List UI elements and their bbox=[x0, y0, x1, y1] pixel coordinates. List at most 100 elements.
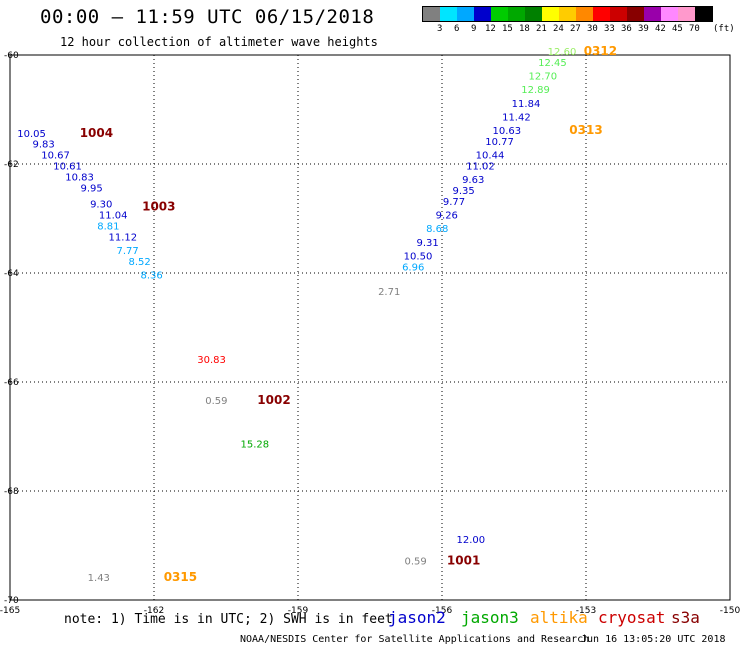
wave-height-point: 9.83 bbox=[32, 140, 54, 151]
wave-height-point: 8.52 bbox=[128, 257, 150, 268]
legend-label: 45 bbox=[672, 24, 683, 34]
wave-height-point: 0.59 bbox=[404, 557, 426, 568]
wave-height-point: 11.42 bbox=[502, 112, 531, 123]
storm-id-label: 0313 bbox=[569, 123, 602, 137]
wave-height-point: 2.71 bbox=[378, 287, 400, 298]
y-tick-label: -66 bbox=[4, 378, 19, 388]
y-tick-label: -64 bbox=[4, 269, 19, 279]
legend-swatch bbox=[508, 7, 525, 21]
wave-height-point: 12.00 bbox=[456, 535, 485, 546]
wave-height-point: 9.77 bbox=[443, 197, 465, 208]
satellite-label: s3a bbox=[671, 608, 700, 627]
wave-height-point: 30.83 bbox=[197, 355, 226, 366]
color-legend: 3 6 9 12 15 18 21 24 27 30 33 36 39 42 45 70 (ft) bbox=[422, 6, 735, 36]
wave-height-point: 8.68 bbox=[426, 224, 448, 235]
wave-height-point: 10.50 bbox=[404, 251, 433, 262]
wave-height-point: 6.96 bbox=[402, 262, 424, 273]
wave-height-point: 7.77 bbox=[116, 246, 138, 257]
storm-id-label: 1003 bbox=[142, 199, 175, 213]
wave-height-point: 0.59 bbox=[205, 396, 227, 407]
plot-frame bbox=[9, 54, 731, 601]
x-tick-label: -162 bbox=[144, 606, 164, 616]
legend-label: 3 bbox=[437, 24, 443, 34]
wave-height-point: 12.60 bbox=[548, 47, 577, 58]
legend-swatches bbox=[422, 6, 713, 22]
storm-id-label: 1004 bbox=[80, 126, 113, 140]
legend-label: 33 bbox=[604, 24, 615, 34]
wave-height-point: 9.31 bbox=[416, 238, 438, 249]
legend-label: 36 bbox=[621, 24, 632, 34]
satellite-label: jason2 bbox=[388, 608, 446, 627]
legend-labels: 3 6 9 12 15 18 21 24 27 30 33 36 39 42 45 70 (ft) bbox=[422, 22, 735, 36]
wave-height-point: 11.84 bbox=[512, 99, 541, 110]
page-title: 00:00 – 11:59 UTC 06/15/2018 bbox=[40, 6, 375, 28]
storm-id-label: 0312 bbox=[584, 44, 617, 58]
wave-height-point: 9.63 bbox=[462, 175, 484, 186]
legend-swatch bbox=[457, 7, 474, 21]
wave-height-point: 12.45 bbox=[538, 58, 567, 69]
x-tick-label: -153 bbox=[576, 606, 596, 616]
wave-height-point: 9.30 bbox=[90, 200, 112, 211]
legend-label: 15 bbox=[502, 24, 513, 34]
legend-label: 18 bbox=[519, 24, 530, 34]
units-note: note: 1) Time is in UTC; 2) SWH is in fe… bbox=[64, 612, 393, 627]
legend-label: 39 bbox=[638, 24, 649, 34]
x-tick-label: -150 bbox=[720, 606, 740, 616]
wave-height-point: 11.12 bbox=[108, 232, 137, 243]
storm-id-label: 1001 bbox=[447, 554, 480, 568]
wave-height-point: 1.43 bbox=[88, 573, 110, 584]
legend-swatch bbox=[644, 7, 661, 21]
storm-id-label: 1002 bbox=[257, 393, 290, 407]
satellite-label: altika bbox=[530, 608, 588, 627]
wave-height-point: 10.83 bbox=[65, 172, 94, 183]
legend-label: 70 bbox=[689, 24, 700, 34]
y-tick-label: -70 bbox=[4, 596, 19, 606]
satellite-label: jason3 bbox=[461, 608, 519, 627]
wave-height-point: 10.67 bbox=[41, 151, 70, 162]
legend-unit: (ft) bbox=[713, 24, 735, 34]
legend-swatch bbox=[423, 7, 440, 21]
y-tick-label: -60 bbox=[4, 51, 19, 61]
satellite-label: cryosat bbox=[598, 608, 666, 627]
wave-height-point: 10.63 bbox=[492, 126, 521, 137]
legend-swatch bbox=[491, 7, 508, 21]
storm-id-label: 0315 bbox=[164, 570, 197, 584]
y-tick-label: -68 bbox=[4, 487, 19, 497]
x-tick-label: -156 bbox=[432, 606, 453, 616]
wave-height-point: 8.81 bbox=[97, 221, 119, 232]
wave-height-point: 10.44 bbox=[476, 151, 505, 162]
legend-swatch bbox=[593, 7, 610, 21]
legend-label: 42 bbox=[655, 24, 666, 34]
wave-height-point: 9.95 bbox=[80, 183, 102, 194]
legend-label: 21 bbox=[536, 24, 547, 34]
legend-swatch bbox=[542, 7, 559, 21]
x-tick-label: -159 bbox=[288, 606, 309, 616]
legend-swatch bbox=[525, 7, 542, 21]
legend-swatch bbox=[610, 7, 627, 21]
wave-height-point: 11.02 bbox=[466, 161, 495, 172]
legend-label: 24 bbox=[553, 24, 564, 34]
legend-label: 12 bbox=[485, 24, 496, 34]
legend-swatch bbox=[559, 7, 576, 21]
wave-height-point: 9.35 bbox=[452, 186, 474, 197]
page-subtitle: 12 hour collection of altimeter wave hei… bbox=[60, 35, 378, 49]
footer-timestamp: Jun 16 13:05:20 UTC 2018 bbox=[581, 634, 726, 645]
legend-swatch bbox=[627, 7, 644, 21]
legend-label: 30 bbox=[587, 24, 598, 34]
y-tick-label: -62 bbox=[4, 160, 19, 170]
legend-swatch bbox=[695, 7, 712, 21]
wave-height-point: 8.36 bbox=[140, 270, 162, 281]
wave-height-point: 10.61 bbox=[53, 161, 82, 172]
x-tick-label: -165 bbox=[0, 606, 20, 616]
legend-label: 9 bbox=[471, 24, 477, 34]
legend-swatch bbox=[678, 7, 695, 21]
legend-swatch bbox=[576, 7, 593, 21]
footer-credit: NOAA/NESDIS Center for Satellite Applica… bbox=[240, 634, 590, 645]
wave-height-point: 9.26 bbox=[436, 211, 458, 222]
legend-swatch bbox=[661, 7, 678, 21]
wave-height-point: 12.70 bbox=[528, 72, 557, 83]
legend-label: 6 bbox=[454, 24, 460, 34]
legend-swatch bbox=[440, 7, 457, 21]
